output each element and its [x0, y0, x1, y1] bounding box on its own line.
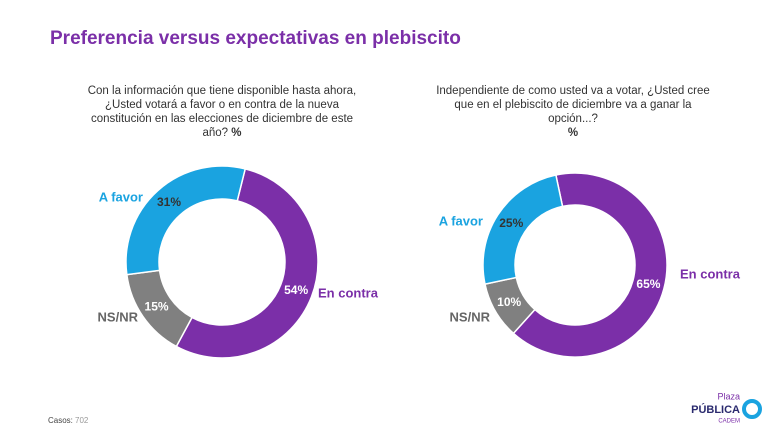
- value-label: 15%: [145, 299, 169, 313]
- page-title: Preferencia versus expectativas en plebi…: [50, 28, 461, 49]
- value-label: 65%: [636, 277, 660, 291]
- value-label: 31%: [157, 195, 181, 209]
- value-label: 54%: [284, 283, 308, 297]
- category-label: A favor: [439, 213, 483, 228]
- logo-icon: [742, 399, 762, 419]
- question: Independiente de como usted va a votar, …: [428, 84, 718, 140]
- unit: %: [231, 127, 242, 139]
- category-label: A favor: [99, 189, 143, 204]
- footnote-value: 702: [75, 416, 89, 425]
- donut-segment: [482, 174, 564, 286]
- value-label: 25%: [499, 216, 523, 230]
- footnote-label: Casos:: [48, 416, 73, 425]
- category-label: NS/NR: [98, 309, 139, 324]
- donut-segment: [175, 167, 319, 359]
- category-label: En contra: [318, 285, 379, 300]
- donut-segment: [512, 172, 668, 358]
- logo-top: Plaza: [717, 391, 740, 401]
- unit: %: [567, 127, 579, 139]
- category-label: NS/NR: [450, 309, 491, 324]
- donut-segment: [125, 165, 247, 276]
- question-text: Independiente de como usted va a votar, …: [436, 85, 710, 125]
- category-label: En contra: [680, 266, 741, 281]
- logo-bottom: CADEM: [718, 419, 740, 425]
- question-text: Con la información que tiene disponible …: [87, 85, 357, 139]
- question: Con la información que tiene disponible …: [77, 84, 367, 140]
- value-label: 10%: [497, 295, 521, 309]
- logo-main: PÚBLICA: [691, 403, 740, 416]
